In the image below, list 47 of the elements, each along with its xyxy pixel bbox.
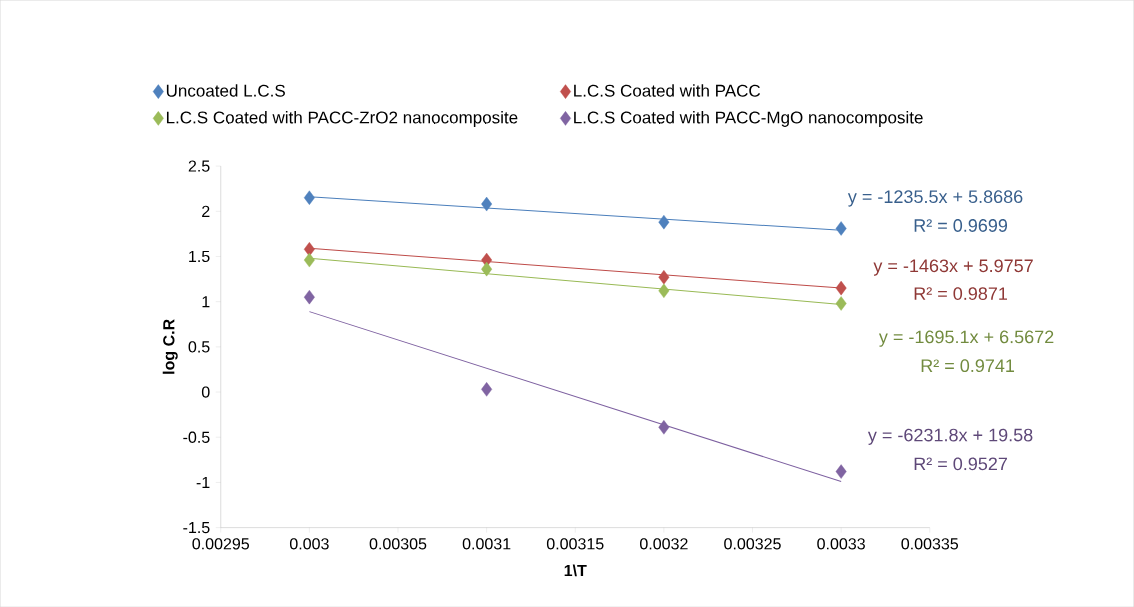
annotation: R² = 0.9871 bbox=[914, 287, 1008, 300]
y-axis-title: log C.R bbox=[162, 319, 178, 374]
point bbox=[303, 289, 315, 305]
point bbox=[658, 214, 670, 230]
point bbox=[835, 280, 847, 296]
point bbox=[658, 283, 670, 298]
y-tick-label: 0 bbox=[201, 386, 210, 398]
legend-label: Uncoated L.C.S bbox=[166, 84, 285, 97]
point bbox=[835, 296, 847, 311]
x-tick-label: 0.003 bbox=[289, 538, 329, 550]
x-tick-label: 0.00305 bbox=[369, 538, 427, 550]
y-tick-label: -0.5 bbox=[183, 431, 210, 443]
x-tick-label: 0.00315 bbox=[546, 538, 604, 550]
point bbox=[835, 464, 847, 479]
point bbox=[658, 269, 670, 285]
x-tick-label: 0.0032 bbox=[640, 538, 688, 550]
point bbox=[303, 252, 315, 268]
x-tick-label: 0.00335 bbox=[901, 538, 959, 550]
annotation: y = -1695.1x + 6.5672 bbox=[878, 330, 1054, 347]
x-tick-label: 0.00295 bbox=[192, 538, 250, 550]
legend-label: L.C.S Coated with PACC bbox=[574, 84, 761, 97]
y-tick-label: -1.5 bbox=[183, 521, 210, 534]
point bbox=[658, 419, 670, 435]
y-tick-label: 1.5 bbox=[189, 250, 210, 262]
annotation: y = -1463x + 5.9757 bbox=[873, 259, 1033, 276]
x-tick-label: 0.00325 bbox=[724, 538, 781, 550]
x-tick-label: 0.0031 bbox=[462, 538, 511, 550]
point bbox=[303, 190, 315, 205]
annotation: R² = 0.9699 bbox=[914, 218, 1008, 232]
y-tick-label: 2 bbox=[202, 205, 210, 217]
legend-label: L.C.S Coated with PACC-MgO nanocomposite bbox=[574, 110, 923, 127]
annotation: y = -6231.8x + 19.58 bbox=[867, 428, 1033, 445]
x-tick-label: 0.0033 bbox=[817, 538, 865, 550]
y-tick-label: 0.5 bbox=[188, 341, 210, 353]
point bbox=[481, 196, 493, 212]
point bbox=[835, 221, 847, 236]
annotation: R² = 0.9741 bbox=[921, 359, 1015, 372]
point bbox=[481, 382, 493, 397]
y-tick-label: -1 bbox=[196, 476, 210, 488]
legend-label: L.C.S Coated with PACC-ZrO2 nanocomposite bbox=[166, 110, 518, 127]
y-tick-label: 1 bbox=[202, 296, 210, 308]
annotation: R² = 0.9527 bbox=[914, 457, 1007, 471]
annotation: y = -1235.5x + 5.8686 bbox=[847, 190, 1023, 207]
y-tick-label: 2.5 bbox=[188, 160, 210, 172]
point bbox=[481, 261, 493, 277]
x-axis-title: 1\T bbox=[564, 564, 587, 577]
point bbox=[303, 241, 315, 257]
